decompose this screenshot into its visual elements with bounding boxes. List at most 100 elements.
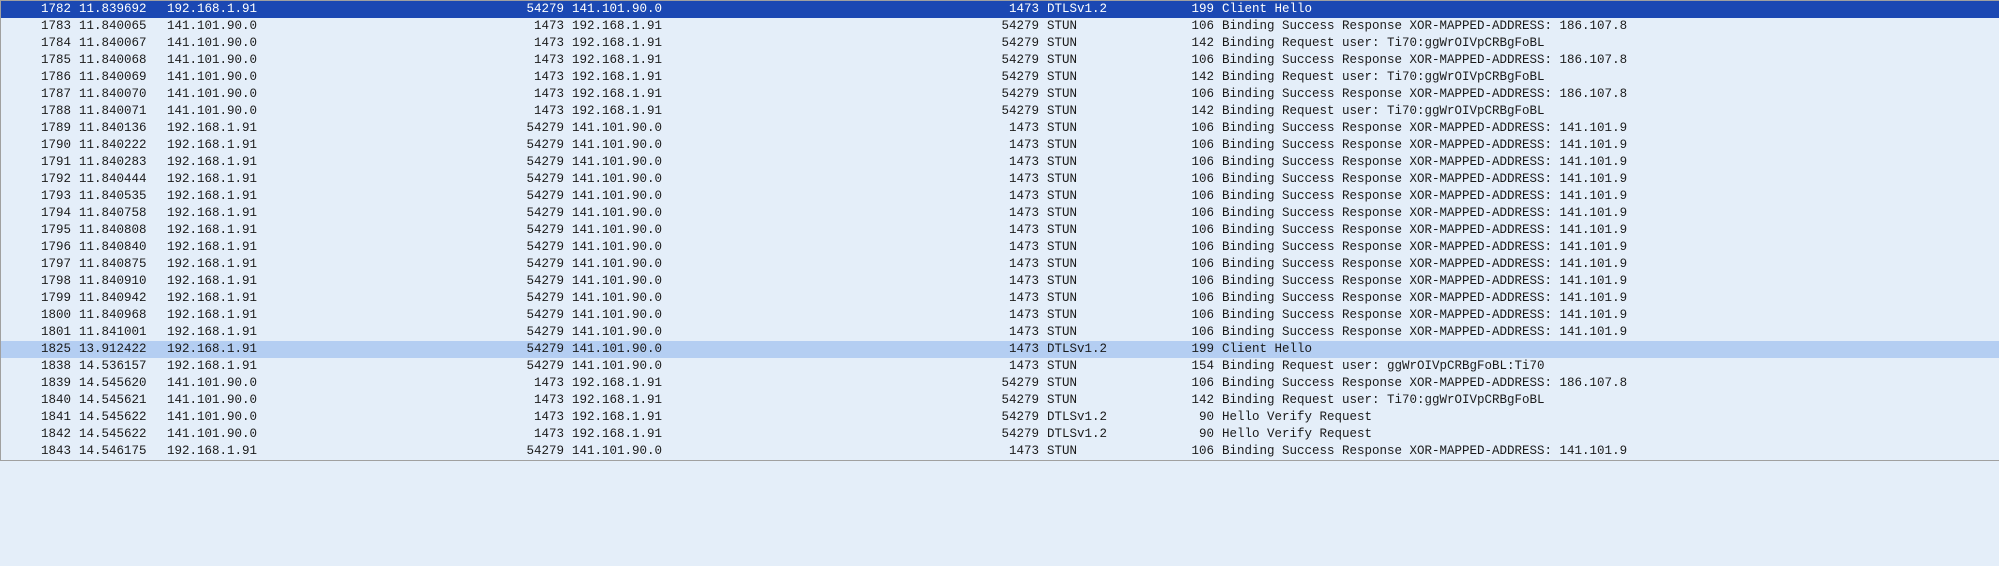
packet-row[interactable]: 179211.840444192.168.1.9154279141.101.90… bbox=[1, 171, 1999, 188]
packet-destination: 141.101.90.0 bbox=[572, 222, 987, 239]
packet-row[interactable]: 183814.536157192.168.1.9154279141.101.90… bbox=[1, 358, 1999, 375]
packet-source: 192.168.1.91 bbox=[167, 120, 512, 137]
packet-no: 1797 bbox=[17, 256, 79, 273]
packet-srcport: 1473 bbox=[512, 426, 572, 443]
packet-row[interactable]: 179311.840535192.168.1.9154279141.101.90… bbox=[1, 188, 1999, 205]
packet-row[interactable]: 178911.840136192.168.1.9154279141.101.90… bbox=[1, 120, 1999, 137]
packet-info: Binding Success Response XOR-MAPPED-ADDR… bbox=[1222, 443, 1999, 460]
packet-dstport: 1473 bbox=[987, 1, 1047, 18]
packet-protocol: STUN bbox=[1047, 171, 1167, 188]
packet-row[interactable]: 178211.839692192.168.1.9154279141.101.90… bbox=[1, 1, 1999, 18]
packet-time: 11.840840 bbox=[79, 239, 167, 256]
packet-row[interactable]: 182513.912422192.168.1.9154279141.101.90… bbox=[1, 341, 1999, 358]
packet-length: 106 bbox=[1167, 171, 1222, 188]
packet-row[interactable]: 179911.840942192.168.1.9154279141.101.90… bbox=[1, 290, 1999, 307]
packet-info: Binding Success Response XOR-MAPPED-ADDR… bbox=[1222, 375, 1999, 392]
packet-row[interactable]: 178411.840067141.101.90.01473192.168.1.9… bbox=[1, 35, 1999, 52]
packet-destination: 192.168.1.91 bbox=[572, 52, 987, 69]
packet-row[interactable]: 179511.840808192.168.1.9154279141.101.90… bbox=[1, 222, 1999, 239]
packet-protocol: STUN bbox=[1047, 239, 1167, 256]
packet-row[interactable]: 183914.545620141.101.90.01473192.168.1.9… bbox=[1, 375, 1999, 392]
packet-time: 14.545621 bbox=[79, 392, 167, 409]
packet-no: 1789 bbox=[17, 120, 79, 137]
packet-row[interactable]: 180011.840968192.168.1.9154279141.101.90… bbox=[1, 307, 1999, 324]
packet-dstport: 54279 bbox=[987, 392, 1047, 409]
packet-row[interactable]: 184114.545622141.101.90.01473192.168.1.9… bbox=[1, 409, 1999, 426]
packet-dstport: 54279 bbox=[987, 409, 1047, 426]
packet-time: 11.840067 bbox=[79, 35, 167, 52]
packet-row[interactable]: 178611.840069141.101.90.01473192.168.1.9… bbox=[1, 69, 1999, 86]
packet-srcport: 1473 bbox=[512, 35, 572, 52]
packet-time: 11.840758 bbox=[79, 205, 167, 222]
packet-info: Client Hello bbox=[1222, 1, 1999, 18]
packet-no: 1782 bbox=[17, 1, 79, 18]
packet-length: 142 bbox=[1167, 35, 1222, 52]
packet-no: 1796 bbox=[17, 239, 79, 256]
packet-length: 106 bbox=[1167, 375, 1222, 392]
packet-protocol: STUN bbox=[1047, 69, 1167, 86]
packet-row[interactable]: 184014.545621141.101.90.01473192.168.1.9… bbox=[1, 392, 1999, 409]
packet-no: 1786 bbox=[17, 69, 79, 86]
packet-info: Binding Success Response XOR-MAPPED-ADDR… bbox=[1222, 154, 1999, 171]
packet-row[interactable]: 179611.840840192.168.1.9154279141.101.90… bbox=[1, 239, 1999, 256]
packet-length: 154 bbox=[1167, 358, 1222, 375]
packet-time: 11.841001 bbox=[79, 324, 167, 341]
packet-length: 106 bbox=[1167, 222, 1222, 239]
packet-row[interactable]: 178511.840068141.101.90.01473192.168.1.9… bbox=[1, 52, 1999, 69]
packet-time: 14.545620 bbox=[79, 375, 167, 392]
packet-no: 1790 bbox=[17, 137, 79, 154]
packet-time: 11.840910 bbox=[79, 273, 167, 290]
packet-destination: 141.101.90.0 bbox=[572, 1, 987, 18]
packet-row[interactable]: 179011.840222192.168.1.9154279141.101.90… bbox=[1, 137, 1999, 154]
packet-destination: 192.168.1.91 bbox=[572, 409, 987, 426]
packet-dstport: 1473 bbox=[987, 341, 1047, 358]
packet-no: 1838 bbox=[17, 358, 79, 375]
packet-source: 141.101.90.0 bbox=[167, 103, 512, 120]
packet-protocol: DTLSv1.2 bbox=[1047, 1, 1167, 18]
packet-time: 11.839692 bbox=[79, 1, 167, 18]
packet-info: Binding Success Response XOR-MAPPED-ADDR… bbox=[1222, 86, 1999, 103]
packet-no: 1783 bbox=[17, 18, 79, 35]
packet-no: 1793 bbox=[17, 188, 79, 205]
packet-protocol: STUN bbox=[1047, 256, 1167, 273]
packet-row[interactable]: 184314.546175192.168.1.9154279141.101.90… bbox=[1, 443, 1999, 460]
packet-row[interactable]: 179111.840283192.168.1.9154279141.101.90… bbox=[1, 154, 1999, 171]
packet-protocol: STUN bbox=[1047, 52, 1167, 69]
packet-row[interactable]: 180111.841001192.168.1.9154279141.101.90… bbox=[1, 324, 1999, 341]
packet-info: Binding Success Response XOR-MAPPED-ADDR… bbox=[1222, 188, 1999, 205]
packet-protocol: DTLSv1.2 bbox=[1047, 426, 1167, 443]
packet-row[interactable]: 179811.840910192.168.1.9154279141.101.90… bbox=[1, 273, 1999, 290]
packet-row[interactable]: 184214.545622141.101.90.01473192.168.1.9… bbox=[1, 426, 1999, 443]
packet-length: 106 bbox=[1167, 307, 1222, 324]
packet-row[interactable]: 178811.840071141.101.90.01473192.168.1.9… bbox=[1, 103, 1999, 120]
packet-row[interactable]: 178711.840070141.101.90.01473192.168.1.9… bbox=[1, 86, 1999, 103]
packet-srcport: 1473 bbox=[512, 69, 572, 86]
packet-info: Binding Request user: Ti70:ggWrOIVpCRBgF… bbox=[1222, 103, 1999, 120]
packet-dstport: 1473 bbox=[987, 137, 1047, 154]
packet-row[interactable]: 179411.840758192.168.1.9154279141.101.90… bbox=[1, 205, 1999, 222]
packet-protocol: STUN bbox=[1047, 154, 1167, 171]
packet-list[interactable]: 178211.839692192.168.1.9154279141.101.90… bbox=[1, 1, 1999, 460]
packet-srcport: 1473 bbox=[512, 52, 572, 69]
packet-srcport: 54279 bbox=[512, 358, 572, 375]
packet-srcport: 1473 bbox=[512, 375, 572, 392]
packet-source: 192.168.1.91 bbox=[167, 171, 512, 188]
packet-protocol: DTLSv1.2 bbox=[1047, 341, 1167, 358]
packet-row[interactable]: 178311.840065141.101.90.01473192.168.1.9… bbox=[1, 18, 1999, 35]
packet-length: 142 bbox=[1167, 69, 1222, 86]
packet-srcport: 54279 bbox=[512, 205, 572, 222]
packet-info: Binding Success Response XOR-MAPPED-ADDR… bbox=[1222, 273, 1999, 290]
packet-srcport: 54279 bbox=[512, 239, 572, 256]
packet-srcport: 54279 bbox=[512, 256, 572, 273]
packet-protocol: STUN bbox=[1047, 35, 1167, 52]
packet-protocol: STUN bbox=[1047, 103, 1167, 120]
packet-info: Client Hello bbox=[1222, 341, 1999, 358]
packet-source: 192.168.1.91 bbox=[167, 358, 512, 375]
packet-time: 11.840535 bbox=[79, 188, 167, 205]
packet-time: 14.545622 bbox=[79, 409, 167, 426]
packet-destination: 192.168.1.91 bbox=[572, 103, 987, 120]
packet-time: 11.840444 bbox=[79, 171, 167, 188]
packet-srcport: 54279 bbox=[512, 443, 572, 460]
packet-no: 1840 bbox=[17, 392, 79, 409]
packet-row[interactable]: 179711.840875192.168.1.9154279141.101.90… bbox=[1, 256, 1999, 273]
